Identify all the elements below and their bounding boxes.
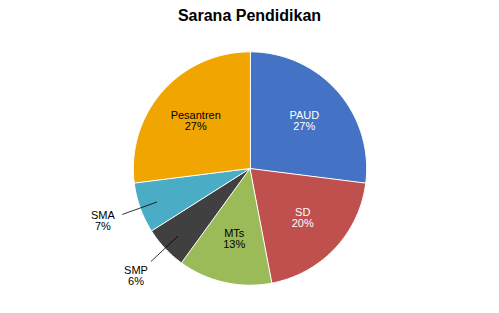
svg-text:MTs13%: MTs13% <box>223 227 245 250</box>
html-text:Sarana Pendidikan: Sarana Pendidikan <box>177 7 322 24</box>
svg-text:SD20%: SD20% <box>292 206 314 229</box>
svg-text:SMA7%: SMA7% <box>91 209 116 232</box>
svg-text:Pesantren27%: Pesantren27% <box>171 109 221 132</box>
svg-text:PAUD27%: PAUD27% <box>289 109 319 132</box>
svg-text:SMP6%: SMP6% <box>124 264 148 287</box>
